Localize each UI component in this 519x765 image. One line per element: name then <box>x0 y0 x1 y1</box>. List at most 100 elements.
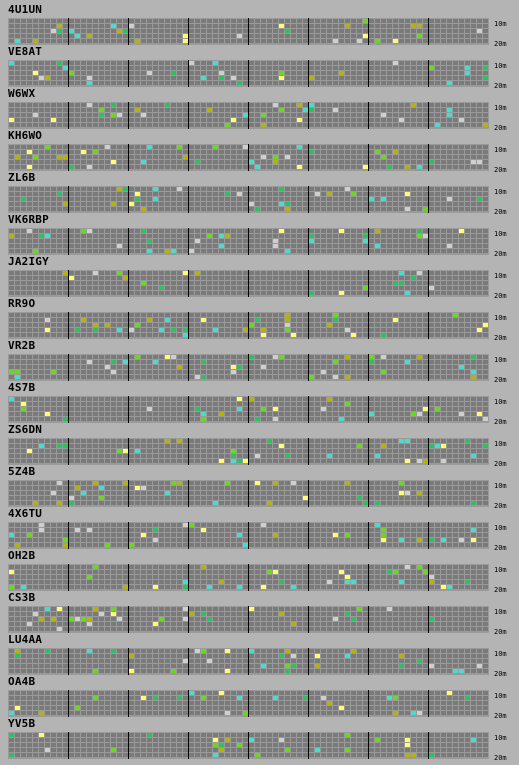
activity-cell <box>183 234 188 238</box>
activity-cell <box>477 365 482 369</box>
activity-cell <box>51 355 56 359</box>
activity-cell <box>177 481 182 485</box>
activity-cell <box>405 113 410 117</box>
activity-cell <box>405 313 410 317</box>
activity-cell <box>333 118 338 122</box>
activity-cell <box>207 276 212 280</box>
activity-cell <box>405 439 410 443</box>
activity-cell <box>93 454 98 458</box>
activity-cell <box>153 19 158 23</box>
activity-cell <box>309 286 314 290</box>
activity-cell <box>369 197 374 201</box>
activity-cell <box>81 291 86 295</box>
activity-cell <box>345 145 350 149</box>
activity-cell <box>111 187 116 191</box>
activity-cell <box>351 454 356 458</box>
activity-cell <box>123 333 128 337</box>
activity-cell <box>69 355 74 359</box>
activity-cell <box>129 318 134 322</box>
activity-cell <box>129 333 134 337</box>
activity-cell <box>27 449 32 453</box>
activity-cell <box>231 187 236 191</box>
activity-cell <box>261 454 266 458</box>
activity-cell <box>129 286 134 290</box>
activity-cell <box>63 113 68 117</box>
activity-cell <box>309 145 314 149</box>
activity-cell <box>147 197 152 201</box>
activity-cell <box>249 24 254 28</box>
activity-cell <box>399 276 404 280</box>
activity-cell <box>177 412 182 416</box>
activity-cell <box>111 229 116 233</box>
activity-cell <box>63 81 68 85</box>
activity-cell <box>33 29 38 33</box>
activity-cell <box>249 486 254 490</box>
activity-cell <box>387 113 392 117</box>
activity-cell <box>333 459 338 463</box>
block-separator <box>248 396 249 423</box>
activity-cell <box>459 486 464 490</box>
activity-cell <box>363 313 368 317</box>
activity-cell <box>393 165 398 169</box>
activity-cell <box>45 113 50 117</box>
activity-cell <box>429 291 434 295</box>
activity-cell <box>465 313 470 317</box>
activity-cell <box>45 39 50 43</box>
activity-cell <box>207 66 212 70</box>
activity-cell <box>129 459 134 463</box>
activity-cell <box>459 454 464 458</box>
activity-cell <box>273 449 278 453</box>
activity-cell <box>315 76 320 80</box>
activity-cell <box>333 145 338 149</box>
activity-cell <box>117 150 122 154</box>
activity-cell <box>57 123 62 127</box>
activity-cell <box>471 355 476 359</box>
activity-cell <box>45 271 50 275</box>
activity-cell <box>87 39 92 43</box>
activity-cell <box>165 66 170 70</box>
activity-cell <box>417 501 422 505</box>
activity-cell <box>477 291 482 295</box>
activity-cell <box>267 103 272 107</box>
activity-cell <box>231 271 236 275</box>
activity-cell <box>117 66 122 70</box>
activity-cell <box>273 291 278 295</box>
activity-cell <box>99 501 104 505</box>
activity-cell <box>429 360 434 364</box>
block-separator <box>308 18 309 45</box>
activity-cell <box>381 244 386 248</box>
activity-cell <box>453 496 458 500</box>
activity-cell <box>339 417 344 421</box>
activity-cell <box>213 365 218 369</box>
activity-cell <box>381 407 386 411</box>
activity-cell <box>465 145 470 149</box>
activity-cell <box>33 286 38 290</box>
activity-cell <box>453 370 458 374</box>
activity-cell <box>345 501 350 505</box>
activity-cell <box>285 19 290 23</box>
activity-cell <box>393 496 398 500</box>
activity-cell <box>345 370 350 374</box>
activity-cell <box>459 417 464 421</box>
activity-cell <box>231 481 236 485</box>
activity-cell <box>111 19 116 23</box>
activity-cell <box>471 207 476 211</box>
activity-cell <box>285 323 290 327</box>
activity-cell <box>423 113 428 117</box>
activity-cell <box>351 81 356 85</box>
activity-cell <box>51 417 56 421</box>
activity-cell <box>273 486 278 490</box>
activity-cell <box>147 239 152 243</box>
activity-cell <box>459 501 464 505</box>
activity-cell <box>159 108 164 112</box>
activity-cell <box>249 229 254 233</box>
activity-cell <box>363 71 368 75</box>
activity-cell <box>33 113 38 117</box>
activity-cell <box>15 123 20 127</box>
activity-cell <box>135 187 140 191</box>
activity-cell <box>237 202 242 206</box>
activity-cell <box>291 113 296 117</box>
activity-cell <box>45 281 50 285</box>
activity-cell <box>351 76 356 80</box>
activity-cell <box>291 501 296 505</box>
